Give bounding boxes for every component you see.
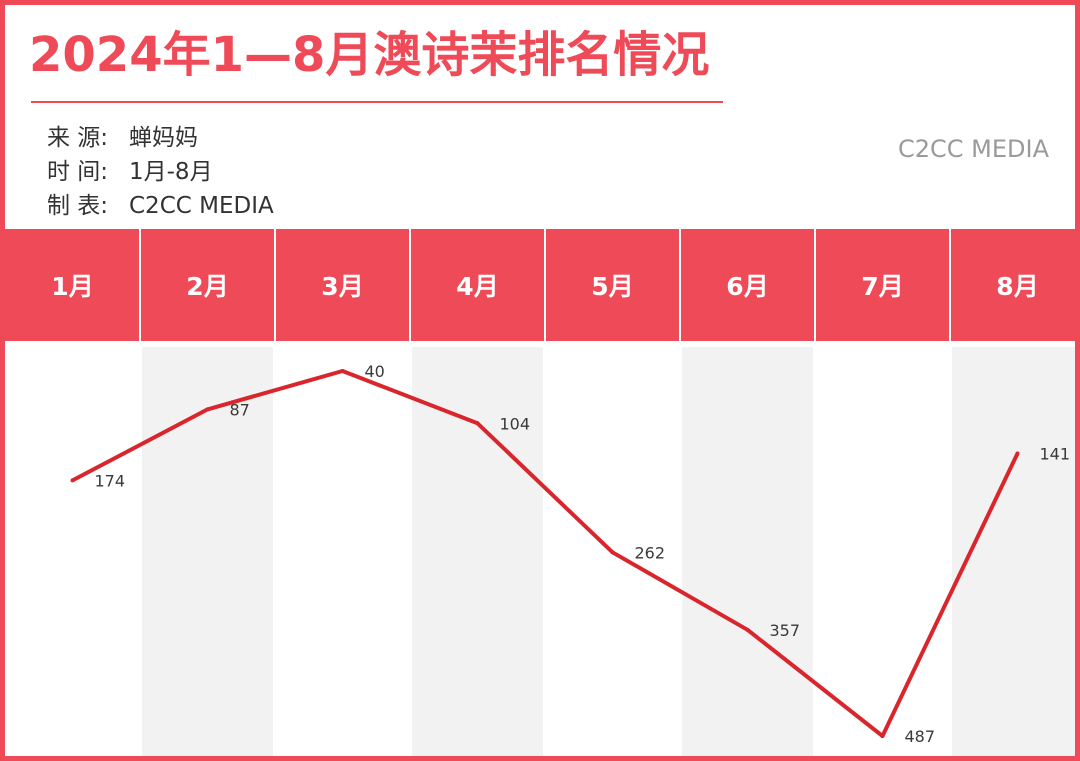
column-band-4: [412, 347, 543, 756]
data-point-7: [880, 734, 885, 738]
maker-value: C2CC MEDIA: [129, 193, 274, 219]
data-point-4: [475, 421, 480, 426]
month-header-7: 7月: [861, 272, 904, 301]
source-row: 来 源: 蝉妈妈: [47, 127, 198, 150]
month-header-5: 5月: [591, 272, 634, 301]
watermark: C2CC MEDIA: [897, 135, 1049, 163]
data-point-6: [745, 627, 750, 632]
maker-row: 制 表: C2CC MEDIA: [47, 195, 274, 218]
ranking-line: [71, 369, 1020, 738]
month-separator: [544, 229, 546, 341]
data-label-3: 40: [365, 362, 385, 381]
column-band-2: [142, 347, 273, 756]
source-label: 来 源:: [47, 125, 109, 151]
source-value: 蝉妈妈: [129, 125, 198, 151]
month-separator: [814, 229, 816, 341]
month-header-6: 6月: [726, 272, 769, 301]
data-label-1: 174: [95, 471, 126, 490]
month-header-1: 1月: [51, 272, 94, 301]
month-header-4: 4月: [456, 272, 499, 301]
maker-label: 制 表:: [47, 193, 109, 219]
data-point-8: [1015, 451, 1020, 456]
time-row: 时 间: 1月-8月: [47, 161, 213, 184]
month-header-2: 2月: [186, 272, 229, 301]
month-separator: [409, 229, 411, 341]
month-header-8: 8月: [996, 272, 1039, 301]
month-separator: [139, 229, 141, 341]
page-title: 2024年1—8月澳诗茉排名情况: [29, 27, 710, 83]
time-label: 时 间:: [47, 159, 109, 185]
month-separator: [274, 229, 276, 341]
data-point-3: [340, 369, 345, 373]
title-underline: [31, 101, 723, 103]
month-separator: [679, 229, 681, 341]
data-label-2: 87: [230, 400, 250, 419]
data-label-5: 262: [635, 543, 666, 562]
data-label-7: 487: [905, 727, 936, 746]
time-value: 1月-8月: [129, 159, 213, 185]
data-point-1: [70, 478, 75, 483]
data-point-5: [610, 550, 615, 555]
column-band-6: [682, 347, 813, 756]
data-label-6: 357: [770, 621, 801, 640]
month-header: 1月 2月 3月 4月 5月 6月 7月 8月: [5, 229, 1075, 341]
data-label-4: 104: [500, 414, 531, 433]
month-separator: [949, 229, 951, 341]
data-point-2: [205, 407, 210, 412]
month-header-3: 3月: [321, 272, 364, 301]
line-chart: 174 87 40 104 262 357 487 141: [70, 362, 1071, 746]
data-label-8: 141: [1040, 444, 1071, 463]
